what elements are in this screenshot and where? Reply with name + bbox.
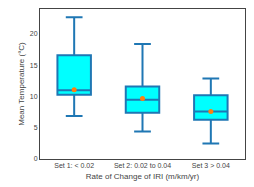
svg-text:15: 15 [30,62,38,69]
svg-text:Set 1: < 0.02: Set 1: < 0.02 [54,162,94,169]
svg-text:0: 0 [34,155,38,162]
svg-text:Set 3 > 0.04: Set 3 > 0.04 [192,162,230,169]
svg-text:20: 20 [30,30,38,37]
svg-text:5: 5 [34,124,38,131]
svg-text:Mean Temperature (°C): Mean Temperature (°C) [17,42,26,126]
svg-text:Set 2: 0.02 to 0.04: Set 2: 0.02 to 0.04 [114,162,171,169]
svg-text:Rate of Change of IRI (m/km/yr: Rate of Change of IRI (m/km/yr) [86,172,200,181]
svg-text:10: 10 [30,93,38,100]
